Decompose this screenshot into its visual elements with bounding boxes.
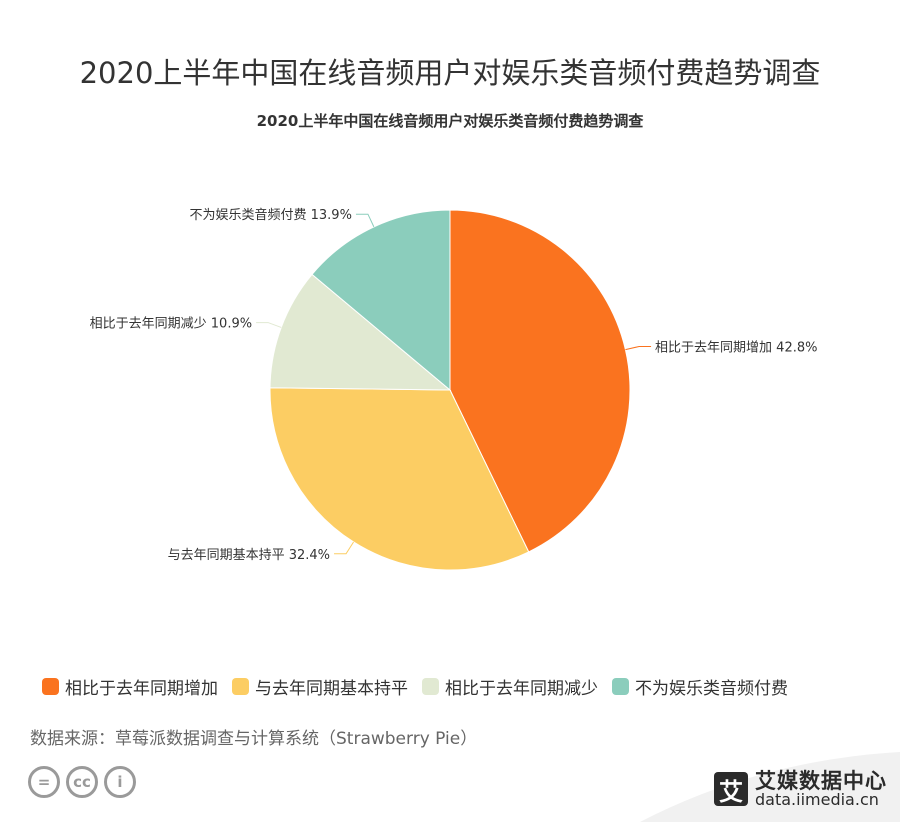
slice-label: 与去年同期基本持平 32.4% [168,548,330,563]
legend-item[interactable]: 与去年同期基本持平 [232,674,408,699]
leader-line [256,322,282,328]
legend-label: 与去年同期基本持平 [255,679,408,699]
legend-label: 相比于去年同期减少 [445,679,598,699]
legend-swatch [422,678,439,695]
legend-label: 相比于去年同期增加 [65,679,218,699]
legend-swatch [612,678,629,695]
pie-slice [311,209,451,392]
cc-icon: cc [66,766,98,798]
legend-label: 不为娱乐类音频付费 [635,679,788,699]
legend-item[interactable]: 相比于去年同期增加 [42,674,218,699]
brand-logo: 艾 艾媒数据中心 data.iimedia.cn [714,770,887,809]
data-source: 数据来源：草莓派数据调查与计算系统（Strawberry Pie） [30,729,478,749]
person-icon: i [104,766,136,798]
slice-label: 不为娱乐类音频付费 13.9% [190,207,352,223]
legend-swatch [42,678,59,695]
license-icons: = cc i [28,766,142,798]
slice-label: 相比于去年同期减少 10.9% [90,317,252,332]
legend-item[interactable]: 相比于去年同期减少 [422,674,598,699]
chart-title: 2020上半年中国在线音频用户对娱乐类音频付费趋势调查 [257,112,645,130]
equals-icon: = [28,766,60,798]
legend-swatch [232,678,249,695]
slice-label: 相比于去年同期增加 42.8% [655,340,817,355]
brand-logo-icon: 艾 [714,772,748,807]
leader-line [355,213,375,228]
brand-name: 艾媒数据中心 [755,769,887,793]
legend-item[interactable]: 不为娱乐类音频付费 [612,674,788,699]
brand-url: data.iimedia.cn [755,790,879,810]
leader-line [334,541,354,555]
page-title: 2020上半年中国在线音频用户对娱乐类音频付费趋势调查 [79,56,821,90]
pie-slice [269,387,530,571]
leader-line [625,345,652,351]
chart-legend: 相比于去年同期增加 与去年同期基本持平 相比于去年同期减少 不为娱乐类音频付费 [42,674,802,699]
